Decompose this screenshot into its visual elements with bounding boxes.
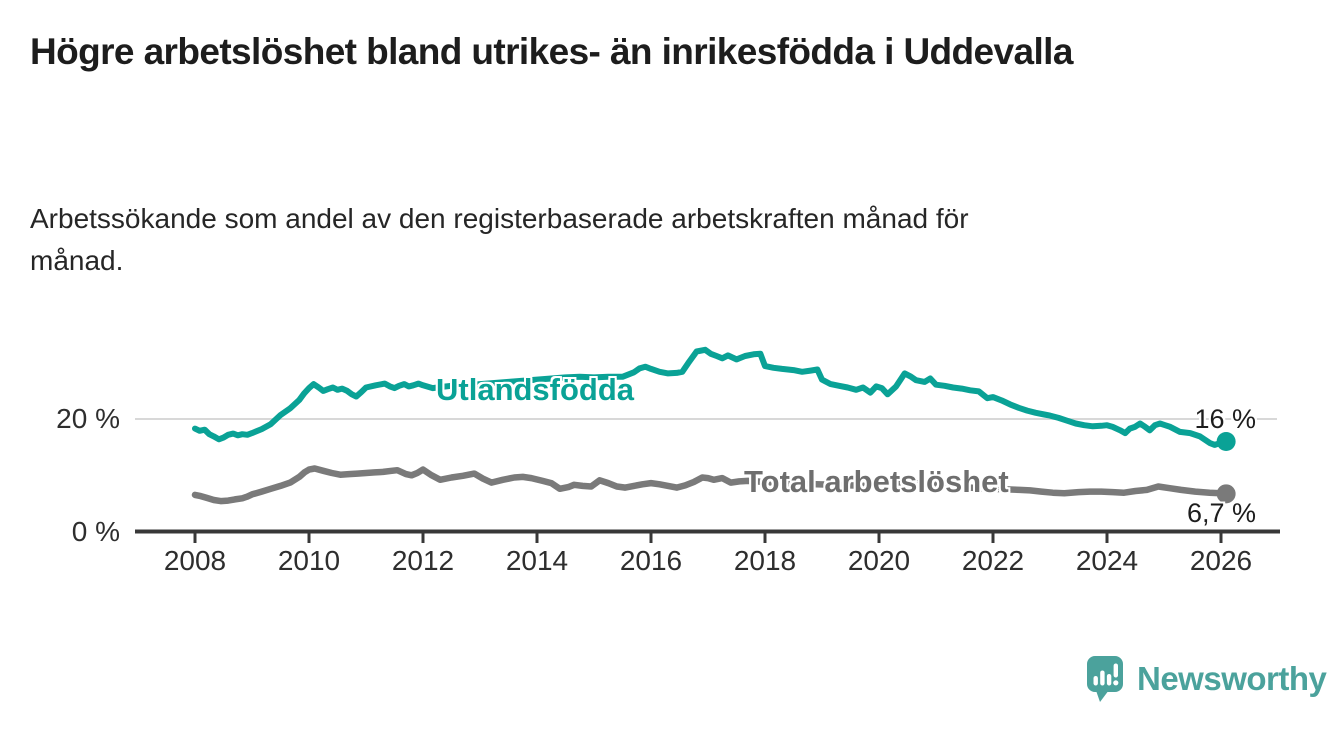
newsworthy-logo: Newsworthy — [1086, 655, 1327, 703]
x-tick-label-2018: 2018 — [733, 545, 797, 576]
newsworthy-logo-text: Newsworthy — [1137, 660, 1327, 697]
x-tick-label-2012: 2012 — [391, 545, 455, 576]
series-end-dot-utlandsfodda — [1216, 432, 1236, 451]
series-line-total — [191, 465, 1230, 505]
x-tick-label-2008: 2008 — [163, 545, 227, 576]
series-line-utlandsfodda — [192, 346, 1230, 448]
y-tick-label-20-percent: 20 % — [56, 403, 120, 434]
page-title: Högre arbetslöshet bland utrikes- än inr… — [30, 31, 1073, 72]
x-tick-label-2026: 2026 — [1189, 545, 1253, 576]
y-tick-label-0-percent: 0 % — [71, 515, 120, 547]
x-tick-label-2014: 2014 — [505, 545, 569, 576]
chart-subtitle: Arbetssökande som andel av den registerb… — [30, 203, 969, 276]
x-tick-label-2020: 2020 — [847, 545, 911, 576]
series-label-total-arbetsloshet: Total arbetslöshet — [744, 464, 1009, 499]
x-tick-label-2022: 2022 — [961, 545, 1025, 576]
end-value-label-total: 6,7 % — [1186, 498, 1256, 528]
speech-bubble-bar-chart-icon — [1087, 656, 1123, 702]
x-tick-label-2010: 2010 — [277, 545, 341, 576]
end-value-label-utlandsfodda: 16 % — [1194, 404, 1256, 434]
series-end-dot-total — [1216, 484, 1236, 504]
x-tick-label-2024: 2024 — [1075, 545, 1139, 576]
x-tick-label-2016: 2016 — [619, 545, 683, 576]
series-label-utlandsfodda: Utlandsfödda — [436, 372, 635, 407]
